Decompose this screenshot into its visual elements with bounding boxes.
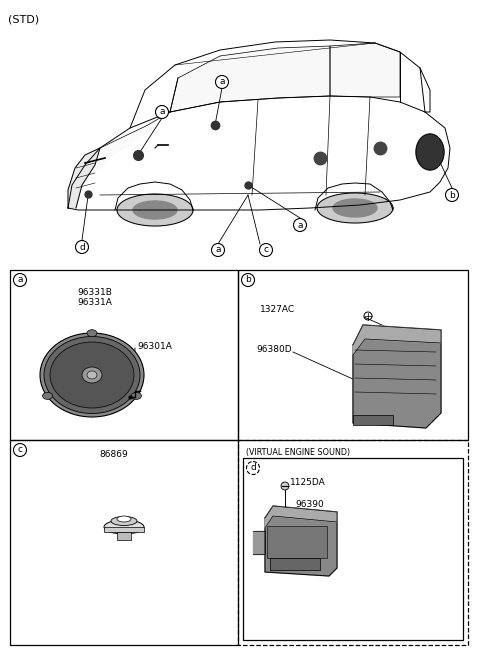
- Polygon shape: [265, 506, 337, 576]
- Circle shape: [247, 462, 260, 474]
- Polygon shape: [117, 194, 193, 226]
- Polygon shape: [330, 43, 400, 97]
- Ellipse shape: [43, 392, 53, 400]
- Circle shape: [13, 443, 26, 457]
- Text: a: a: [219, 77, 225, 87]
- Polygon shape: [253, 531, 265, 554]
- Circle shape: [13, 274, 26, 287]
- Polygon shape: [416, 134, 444, 170]
- Bar: [270, 558, 320, 570]
- Ellipse shape: [87, 371, 97, 379]
- Circle shape: [241, 274, 254, 287]
- Bar: [238, 440, 468, 645]
- Text: b: b: [245, 276, 251, 285]
- Bar: [353, 415, 393, 425]
- Text: 96390: 96390: [295, 500, 324, 509]
- Ellipse shape: [132, 392, 142, 400]
- Text: 86869: 86869: [100, 450, 128, 459]
- Polygon shape: [170, 46, 330, 112]
- Bar: [267, 526, 327, 558]
- Bar: [104, 527, 144, 532]
- Ellipse shape: [111, 516, 137, 525]
- Circle shape: [216, 75, 228, 89]
- Ellipse shape: [87, 330, 97, 337]
- Bar: [10, 440, 238, 645]
- Polygon shape: [68, 148, 100, 208]
- Text: 96301A: 96301A: [137, 342, 172, 351]
- Circle shape: [260, 243, 273, 256]
- Text: 96380D: 96380D: [256, 345, 292, 354]
- Text: a: a: [215, 245, 221, 255]
- Text: 1327AC: 1327AC: [260, 305, 295, 314]
- Polygon shape: [265, 506, 337, 528]
- Polygon shape: [133, 201, 177, 219]
- Text: d: d: [250, 464, 256, 472]
- Polygon shape: [353, 325, 441, 355]
- Text: a: a: [297, 220, 303, 230]
- Text: c: c: [17, 445, 23, 455]
- Text: a: a: [159, 108, 165, 117]
- Text: d: d: [79, 243, 85, 251]
- Text: c: c: [264, 245, 268, 255]
- Bar: [238, 270, 468, 440]
- Ellipse shape: [82, 367, 102, 383]
- Ellipse shape: [104, 520, 144, 534]
- Polygon shape: [333, 199, 377, 217]
- Text: b: b: [449, 190, 455, 199]
- Circle shape: [445, 188, 458, 201]
- Ellipse shape: [44, 337, 140, 413]
- Circle shape: [156, 106, 168, 119]
- Circle shape: [281, 482, 289, 490]
- Polygon shape: [317, 193, 393, 223]
- Text: (VIRTUAL ENGINE SOUND): (VIRTUAL ENGINE SOUND): [246, 448, 350, 457]
- Bar: [117, 532, 131, 540]
- Circle shape: [212, 243, 225, 256]
- Text: 96331B: 96331B: [77, 288, 112, 297]
- Ellipse shape: [50, 342, 134, 408]
- Ellipse shape: [117, 516, 131, 522]
- Bar: [243, 458, 463, 640]
- Text: 96331A: 96331A: [77, 298, 112, 307]
- Text: a: a: [17, 276, 23, 285]
- Polygon shape: [68, 112, 170, 208]
- Circle shape: [293, 218, 307, 232]
- Polygon shape: [353, 325, 441, 428]
- Ellipse shape: [40, 333, 144, 417]
- Circle shape: [75, 241, 88, 253]
- Text: 1125DA: 1125DA: [290, 478, 326, 487]
- Bar: [10, 270, 238, 440]
- Text: (STD): (STD): [8, 14, 39, 24]
